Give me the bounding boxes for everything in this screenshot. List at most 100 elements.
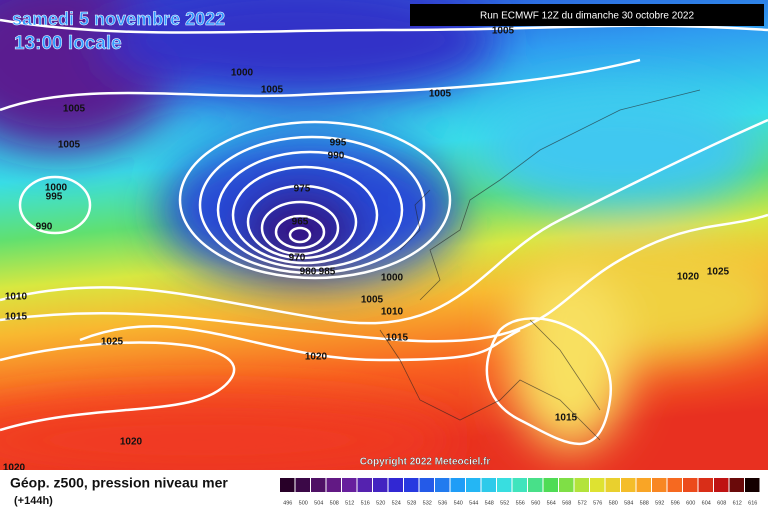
scale-swatch (419, 478, 434, 492)
scale-label: 560 (531, 500, 540, 506)
scale-label: 608 (717, 500, 726, 506)
scale-swatch (559, 478, 574, 492)
scale-label: 540 (454, 500, 463, 506)
isobar-label: 1015 (386, 333, 409, 344)
scale-swatch (342, 478, 357, 492)
isobar-label: 1020 (677, 272, 700, 283)
isobar-label: 1005 (361, 295, 384, 306)
scale-label: 584 (624, 500, 633, 506)
isobar-label: 1020 (305, 352, 328, 363)
scale-swatch (528, 478, 543, 492)
isobar-label: 1020 (3, 463, 26, 474)
isobar-label: 1015 (5, 312, 28, 323)
scale-label: 504 (314, 500, 323, 506)
scale-label: 596 (671, 500, 680, 506)
scale-label: 500 (299, 500, 308, 506)
isobar-label: 1005 (58, 140, 81, 151)
scale-swatch (311, 478, 326, 492)
run-info: Run ECMWF 12Z du dimanche 30 octobre 202… (480, 11, 694, 22)
isobar-label: 1005 (492, 26, 515, 37)
scale-swatch (326, 478, 341, 492)
scale-label: 524 (392, 500, 401, 506)
scale-label: 520 (376, 500, 385, 506)
isobar-label: 990 (36, 222, 53, 233)
isobar-label: 985 (319, 267, 336, 278)
isobar-label: 995 (46, 192, 63, 203)
isobar-label: 1010 (381, 307, 404, 318)
scale-label: 516 (361, 500, 370, 506)
scale-swatch (481, 478, 496, 492)
scale-swatch (590, 478, 605, 492)
scale-label: 552 (500, 500, 509, 506)
scale-swatch (435, 478, 450, 492)
footer-title: Géop. z500, pression niveau mer (10, 475, 228, 491)
isobar-label: 1010 (5, 292, 28, 303)
field (0, 0, 768, 470)
scale-swatch (714, 478, 729, 492)
isobar-label: 1005 (63, 104, 86, 115)
scale-label: 496 (283, 500, 292, 506)
scale-swatch (466, 478, 481, 492)
isobar-label: 980 (300, 267, 317, 278)
map-time: 13:00 locale (14, 33, 122, 54)
isobar-label: 1025 (101, 337, 124, 348)
scale-swatch (373, 478, 388, 492)
scale-label: 612 (733, 500, 742, 506)
scale-label: 600 (686, 500, 695, 506)
scale-swatch (404, 478, 419, 492)
scale-swatch (745, 478, 760, 492)
isobar-label: 990 (328, 151, 345, 162)
isobar-label: 1005 (429, 89, 452, 100)
isobar-label: 1015 (555, 413, 578, 424)
scale-swatch (621, 478, 636, 492)
scale-swatch (698, 478, 713, 492)
scale-swatch (512, 478, 527, 492)
isobar-label: 1000 (45, 183, 68, 194)
scale-swatch (605, 478, 620, 492)
scale-label: 576 (593, 500, 602, 506)
scale-swatch (652, 478, 667, 492)
isobar-label: 1000 (231, 68, 254, 79)
footer-lead: (+144h) (14, 495, 53, 507)
scale-label: 568 (562, 500, 571, 506)
isobar-label: 975 (294, 184, 311, 195)
isobar-label: 970 (289, 253, 306, 264)
scale-swatch (295, 478, 310, 492)
scale-swatch (683, 478, 698, 492)
scale-label: 564 (547, 500, 556, 506)
scale-label: 508 (330, 500, 339, 506)
scale-label: 528 (407, 500, 416, 506)
isobar-label: 965 (292, 217, 309, 228)
scale-swatch (667, 478, 682, 492)
scale-label: 580 (609, 500, 618, 506)
scale-label: 604 (702, 500, 711, 506)
scale-swatch (636, 478, 651, 492)
scale-swatch (450, 478, 465, 492)
scale-label: 592 (655, 500, 664, 506)
run-box (410, 4, 764, 26)
scale-label: 512 (345, 500, 354, 506)
isobar-label: 1020 (120, 437, 143, 448)
scale-label: 616 (748, 500, 757, 506)
isobar-label: 1005 (261, 85, 284, 96)
color-scale: 496 500 504 508 512 516 520 524 528 532 536 540 544 5… (280, 478, 760, 506)
isobars (0, 18, 768, 446)
scale-swatch (357, 478, 372, 492)
isobar-label: 1000 (381, 273, 404, 284)
isobar-label: 995 (330, 138, 347, 149)
map-title: samedi 5 novembre 2022 (12, 9, 225, 29)
scale-label: 532 (423, 500, 432, 506)
scale-label: 588 (640, 500, 649, 506)
scale-swatch (543, 478, 558, 492)
scale-label: 572 (578, 500, 587, 506)
scale-label: 548 (485, 500, 494, 506)
scale-swatch (388, 478, 403, 492)
scale-swatch (280, 478, 295, 492)
isobar-label: 1025 (707, 267, 730, 278)
scale-swatch (729, 478, 744, 492)
scale-label: 536 (438, 500, 447, 506)
scale-swatch (497, 478, 512, 492)
coastlines (379, 89, 701, 441)
